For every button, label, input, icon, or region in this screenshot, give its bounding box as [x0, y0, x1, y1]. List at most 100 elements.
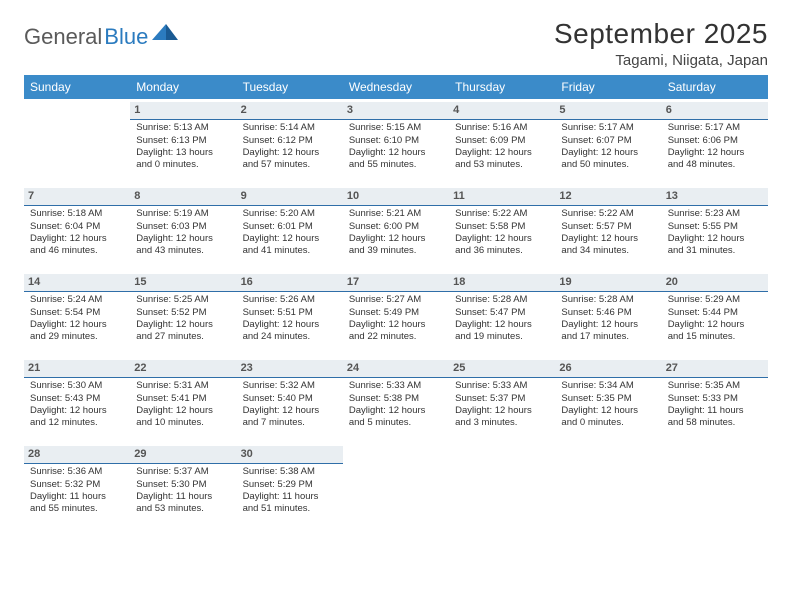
day-details: Sunrise: 5:33 AMSunset: 5:37 PMDaylight:… — [453, 380, 551, 429]
calendar-cell: 3 Sunrise: 5:15 AMSunset: 6:10 PMDaylight… — [343, 99, 449, 185]
day-details: Sunrise: 5:23 AMSunset: 5:55 PMDaylight:… — [666, 208, 764, 257]
calendar-cell: 30Sunrise: 5:38 AMSunset: 5:29 PMDayligh… — [237, 443, 343, 529]
calendar-head: SundayMondayTuesdayWednesdayThursdayFrid… — [24, 75, 768, 99]
day-number: 30 — [237, 446, 343, 464]
calendar-cell: 4 Sunrise: 5:16 AMSunset: 6:09 PMDaylight… — [449, 99, 555, 185]
day-details: Sunrise: 5:37 AMSunset: 5:30 PMDaylight:… — [134, 466, 232, 515]
calendar-row: 21Sunrise: 5:30 AMSunset: 5:43 PMDayligh… — [24, 357, 768, 443]
day-details: Sunrise: 5:28 AMSunset: 5:47 PMDaylight:… — [453, 294, 551, 343]
day-details: Sunrise: 5:25 AMSunset: 5:52 PMDaylight:… — [134, 294, 232, 343]
calendar-cell: 29 Sunrise: 5:37 AMSunset: 5:30 PMDayligh… — [130, 443, 236, 529]
calendar-cell: 21Sunrise: 5:30 AMSunset: 5:43 PMDayligh… — [24, 357, 130, 443]
location: Tagami, Niigata, Japan — [554, 52, 768, 69]
calendar-cell: 24 Sunrise: 5:33 AMSunset: 5:38 PMDayligh… — [343, 357, 449, 443]
calendar-cell: 22Sunrise: 5:31 AMSunset: 5:41 PMDayligh… — [130, 357, 236, 443]
weekday-row: SundayMondayTuesdayWednesdayThursdayFrid… — [24, 75, 768, 99]
header: GeneralBlue September 2025 Tagami, Niiga… — [24, 18, 768, 69]
calendar-cell: 8 Sunrise: 5:19 AMSunset: 6:03 PMDaylight… — [130, 185, 236, 271]
logo: GeneralBlue — [24, 18, 178, 50]
day-number: 14 — [24, 274, 130, 292]
calendar-cell: 25 Sunrise: 5:33 AMSunset: 5:37 PMDayligh… — [449, 357, 555, 443]
day-number: 1 — [130, 102, 236, 120]
day-details: Sunrise: 5:16 AMSunset: 6:09 PMDaylight:… — [453, 122, 551, 171]
calendar-row: 28 Sunrise: 5:36 AMSunset: 5:32 PMDayligh… — [24, 443, 768, 529]
day-details: Sunrise: 5:26 AMSunset: 5:51 PMDaylight:… — [241, 294, 339, 343]
calendar-cell: 19Sunrise: 5:28 AMSunset: 5:46 PMDayligh… — [555, 271, 661, 357]
calendar-cell: 23 Sunrise: 5:32 AMSunset: 5:40 PMDayligh… — [237, 357, 343, 443]
calendar-row: 1 Sunrise: 5:13 AMSunset: 6:13 PMDaylight… — [24, 99, 768, 185]
day-number: 13 — [662, 188, 768, 206]
calendar-cell: 15 Sunrise: 5:25 AMSunset: 5:52 PMDayligh… — [130, 271, 236, 357]
day-details: Sunrise: 5:13 AMSunset: 6:13 PMDaylight:… — [134, 122, 232, 171]
day-number: 16 — [237, 274, 343, 292]
day-details: Sunrise: 5:17 AMSunset: 6:06 PMDaylight:… — [666, 122, 764, 171]
calendar-cell: 17Sunrise: 5:27 AMSunset: 5:49 PMDayligh… — [343, 271, 449, 357]
day-details: Sunrise: 5:19 AMSunset: 6:03 PMDaylight:… — [134, 208, 232, 257]
logo-text-a: General — [24, 24, 102, 50]
weekday-header: Monday — [130, 75, 236, 99]
day-details: Sunrise: 5:22 AMSunset: 5:57 PMDaylight:… — [559, 208, 657, 257]
calendar-cell: 2 Sunrise: 5:14 AMSunset: 6:12 PMDaylight… — [237, 99, 343, 185]
day-details: Sunrise: 5:15 AMSunset: 6:10 PMDaylight:… — [347, 122, 445, 171]
calendar-cell — [449, 443, 555, 529]
day-details: Sunrise: 5:22 AMSunset: 5:58 PMDaylight:… — [453, 208, 551, 257]
calendar-row: 7Sunrise: 5:18 AMSunset: 6:04 PMDaylight… — [24, 185, 768, 271]
day-number: 11 — [449, 188, 555, 206]
day-number: 28 — [24, 446, 130, 464]
day-number: 3 — [343, 102, 449, 120]
logo-text-b: Blue — [104, 24, 148, 50]
day-details: Sunrise: 5:34 AMSunset: 5:35 PMDaylight:… — [559, 380, 657, 429]
day-number: 24 — [343, 360, 449, 378]
day-details: Sunrise: 5:14 AMSunset: 6:12 PMDaylight:… — [241, 122, 339, 171]
day-details: Sunrise: 5:30 AMSunset: 5:43 PMDaylight:… — [28, 380, 126, 429]
calendar-cell — [662, 443, 768, 529]
calendar-cell: 9 Sunrise: 5:20 AMSunset: 6:01 PMDaylight… — [237, 185, 343, 271]
day-details: Sunrise: 5:36 AMSunset: 5:32 PMDaylight:… — [28, 466, 126, 515]
day-number: 10 — [343, 188, 449, 206]
day-number: 25 — [449, 360, 555, 378]
calendar-cell: 20Sunrise: 5:29 AMSunset: 5:44 PMDayligh… — [662, 271, 768, 357]
calendar-body: 1 Sunrise: 5:13 AMSunset: 6:13 PMDaylight… — [24, 99, 768, 529]
day-number: 5 — [555, 102, 661, 120]
day-number: 29 — [130, 446, 236, 464]
title-block: September 2025 Tagami, Niigata, Japan — [554, 18, 768, 69]
day-number: 6 — [662, 102, 768, 120]
day-details: Sunrise: 5:35 AMSunset: 5:33 PMDaylight:… — [666, 380, 764, 429]
calendar-cell: 26Sunrise: 5:34 AMSunset: 5:35 PMDayligh… — [555, 357, 661, 443]
calendar-cell: 27 Sunrise: 5:35 AMSunset: 5:33 PMDayligh… — [662, 357, 768, 443]
day-details: Sunrise: 5:32 AMSunset: 5:40 PMDaylight:… — [241, 380, 339, 429]
calendar-cell: 6 Sunrise: 5:17 AMSunset: 6:06 PMDaylight… — [662, 99, 768, 185]
calendar-cell: 13 Sunrise: 5:23 AMSunset: 5:55 PMDayligh… — [662, 185, 768, 271]
day-number: 15 — [130, 274, 236, 292]
calendar-cell: 18 Sunrise: 5:28 AMSunset: 5:47 PMDayligh… — [449, 271, 555, 357]
day-number: 27 — [662, 360, 768, 378]
calendar-cell: 28 Sunrise: 5:36 AMSunset: 5:32 PMDayligh… — [24, 443, 130, 529]
day-details: Sunrise: 5:27 AMSunset: 5:49 PMDaylight:… — [347, 294, 445, 343]
calendar-cell: 16 Sunrise: 5:26 AMSunset: 5:51 PMDayligh… — [237, 271, 343, 357]
calendar-row: 14Sunrise: 5:24 AMSunset: 5:54 PMDayligh… — [24, 271, 768, 357]
day-details: Sunrise: 5:31 AMSunset: 5:41 PMDaylight:… — [134, 380, 232, 429]
calendar-cell: 14Sunrise: 5:24 AMSunset: 5:54 PMDayligh… — [24, 271, 130, 357]
day-details: Sunrise: 5:21 AMSunset: 6:00 PMDaylight:… — [347, 208, 445, 257]
day-details: Sunrise: 5:17 AMSunset: 6:07 PMDaylight:… — [559, 122, 657, 171]
day-number: 23 — [237, 360, 343, 378]
day-number: 4 — [449, 102, 555, 120]
calendar-cell: 7Sunrise: 5:18 AMSunset: 6:04 PMDaylight… — [24, 185, 130, 271]
day-number: 12 — [555, 188, 661, 206]
weekday-header: Friday — [555, 75, 661, 99]
day-number: 9 — [237, 188, 343, 206]
calendar-cell — [24, 99, 130, 185]
calendar-cell — [343, 443, 449, 529]
page: GeneralBlue September 2025 Tagami, Niiga… — [0, 0, 792, 529]
day-details: Sunrise: 5:18 AMSunset: 6:04 PMDaylight:… — [28, 208, 126, 257]
weekday-header: Wednesday — [343, 75, 449, 99]
day-details: Sunrise: 5:29 AMSunset: 5:44 PMDaylight:… — [666, 294, 764, 343]
day-number: 18 — [449, 274, 555, 292]
logo-mark-icon — [152, 22, 178, 40]
day-number: 2 — [237, 102, 343, 120]
day-details: Sunrise: 5:20 AMSunset: 6:01 PMDaylight:… — [241, 208, 339, 257]
calendar-table: SundayMondayTuesdayWednesdayThursdayFrid… — [24, 75, 768, 529]
day-details: Sunrise: 5:33 AMSunset: 5:38 PMDaylight:… — [347, 380, 445, 429]
weekday-header: Saturday — [662, 75, 768, 99]
day-number: 8 — [130, 188, 236, 206]
